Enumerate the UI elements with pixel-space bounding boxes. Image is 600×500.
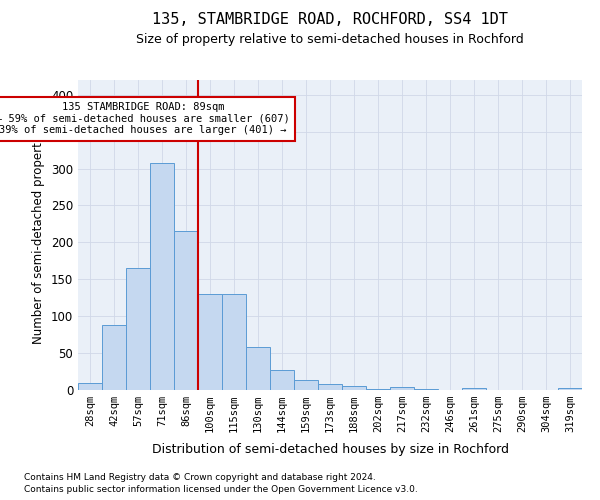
Bar xyxy=(558,388,582,390)
Y-axis label: Number of semi-detached properties: Number of semi-detached properties xyxy=(32,126,46,344)
Text: Size of property relative to semi-detached houses in Rochford: Size of property relative to semi-detach… xyxy=(136,32,524,46)
Bar xyxy=(198,294,222,390)
Bar xyxy=(342,386,366,390)
Bar xyxy=(126,268,150,390)
Bar xyxy=(318,384,342,390)
Bar xyxy=(390,387,414,390)
Text: 135 STAMBRIDGE ROAD: 89sqm
← 59% of semi-detached houses are smaller (607)
39% o: 135 STAMBRIDGE ROAD: 89sqm ← 59% of semi… xyxy=(0,102,290,136)
Bar xyxy=(366,388,390,390)
Bar xyxy=(222,294,246,390)
Bar xyxy=(174,232,198,390)
Text: Contains public sector information licensed under the Open Government Licence v3: Contains public sector information licen… xyxy=(24,485,418,494)
Bar xyxy=(414,388,438,390)
Bar xyxy=(150,162,174,390)
Bar xyxy=(270,370,294,390)
Text: Distribution of semi-detached houses by size in Rochford: Distribution of semi-detached houses by … xyxy=(151,442,509,456)
Bar xyxy=(462,388,486,390)
Bar xyxy=(78,382,102,390)
Bar xyxy=(246,347,270,390)
Text: Contains HM Land Registry data © Crown copyright and database right 2024.: Contains HM Land Registry data © Crown c… xyxy=(24,472,376,482)
Bar xyxy=(102,325,126,390)
Bar xyxy=(294,380,318,390)
Text: 135, STAMBRIDGE ROAD, ROCHFORD, SS4 1DT: 135, STAMBRIDGE ROAD, ROCHFORD, SS4 1DT xyxy=(152,12,508,28)
